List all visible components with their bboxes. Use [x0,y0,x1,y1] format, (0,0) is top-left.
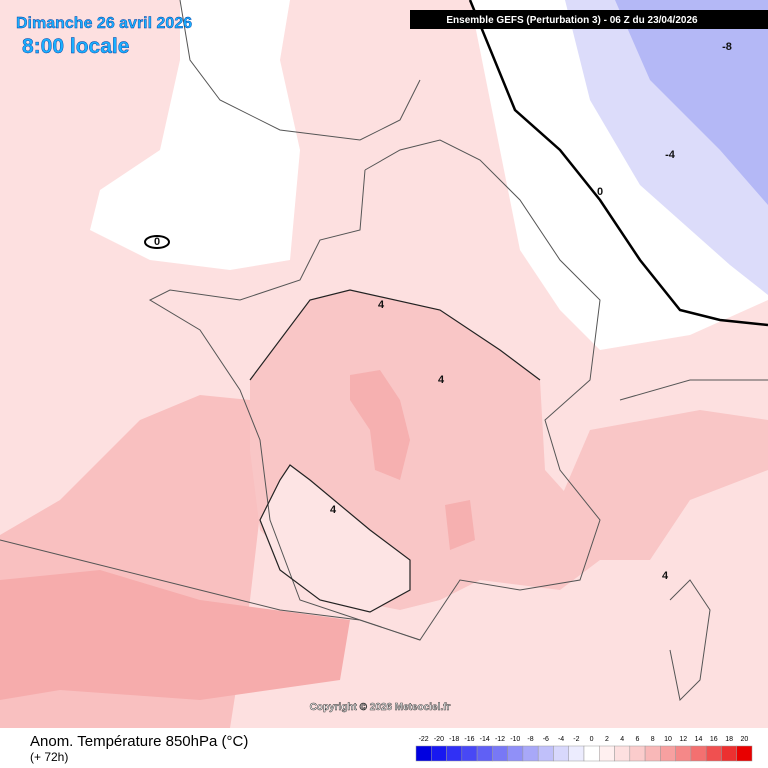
color-swatch [553,745,569,762]
color-swatch [507,745,524,762]
color-label: 12 [679,736,687,743]
color-swatch [431,745,447,762]
color-swatch [721,745,737,762]
color-swatch [644,745,661,762]
color-label: -16 [464,736,474,743]
color-label: -14 [480,736,490,743]
color-label: -4 [558,736,564,743]
date-title: Dimanche 26 avril 2026 [16,15,192,32]
color-swatch [599,745,615,762]
contour-label: 4 [378,299,385,311]
color-swatch [537,745,554,762]
color-label: 20 [740,736,748,743]
color-swatch [614,745,631,762]
color-swatch [568,745,585,762]
contour-label: 0 [154,236,160,248]
color-swatch [522,745,539,762]
legend-subtitle: (+ 72h) [30,750,68,764]
color-label: -2 [573,736,579,743]
color-label: 8 [651,736,655,743]
color-label: 10 [664,736,672,743]
color-swatch [492,745,508,762]
color-swatch [660,745,676,762]
color-label: 16 [710,736,718,743]
color-swatch [690,745,707,762]
model-title: Ensemble GEFS (Perturbation 3) - 06 Z du… [446,15,698,26]
contour-label: 0 [597,186,603,198]
color-label: -20 [434,736,444,743]
copyright: Copyright © 2026 Meteociel.fr [310,702,451,713]
color-swatch [583,745,600,762]
contour-label: -8 [722,41,732,53]
contour-label: 4 [330,504,337,516]
color-label: 14 [695,736,703,743]
color-swatch [705,745,722,762]
contour-label: -4 [665,149,676,161]
contour-label: 4 [438,374,445,386]
color-label: 0 [590,736,594,743]
color-label: 4 [620,736,624,743]
color-label: -10 [510,736,520,743]
colorbar: -22 -20 -18 -16 -14 -12 -10 -8 -6 -4 -2 0 2 4 6 8 10 12 14… [415,736,753,762]
color-swatch [415,745,432,762]
color-label: -6 [543,736,549,743]
map: 0 4 4 4 4 0 -4 -8 [0,0,768,728]
color-label: 18 [725,736,733,743]
contour-label: 4 [662,570,669,582]
color-label: 2 [605,736,609,743]
color-swatch [476,745,493,762]
color-label: -18 [449,736,459,743]
color-label: -22 [419,736,429,743]
color-label: -12 [495,736,505,743]
color-swatch [629,745,646,762]
color-label: 6 [636,736,640,743]
color-label: -8 [527,736,533,743]
color-swatch [461,745,478,762]
color-swatch [736,745,753,762]
color-swatch [446,745,463,762]
color-swatch [675,745,692,762]
legend-title: Anom. Température 850hPa (°C) [30,733,248,750]
time-title: 8:00 locale [22,35,129,58]
